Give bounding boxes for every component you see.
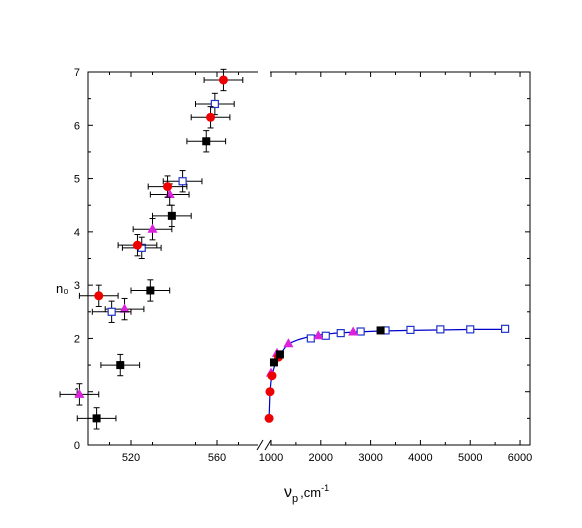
marker-circle: [132, 240, 142, 250]
curve-marker-square-open: [321, 331, 330, 340]
plot-border: [87, 71, 531, 446]
break-gap: [258, 439, 270, 451]
curve-marker-square-open: [436, 325, 445, 334]
marker-circle: [94, 291, 104, 301]
break-slash: [264, 439, 272, 451]
curve-marker-triangle: [313, 330, 324, 340]
x-axis-title-main: ν: [284, 484, 292, 501]
marker-square-filled: [92, 414, 101, 423]
curve-marker-triangle: [283, 338, 294, 348]
break-gap-top: [258, 66, 270, 78]
x-tick-label: 2000: [309, 452, 333, 464]
curve-marker-square-filled: [376, 326, 385, 335]
x-tick-label: 1000: [259, 452, 283, 464]
marker-triangle: [147, 223, 158, 233]
y-tick-label: 0: [74, 440, 80, 452]
break-slash: [256, 439, 264, 451]
data-point: [132, 218, 173, 241]
curve-marker-square-open: [356, 327, 365, 336]
y-axis-title: n₀: [56, 281, 69, 296]
marker-circle: [206, 112, 216, 122]
x-tick-label: 560: [208, 452, 226, 464]
data-point: [195, 92, 235, 116]
y-tick-label: 2: [74, 333, 80, 345]
x-tick-label: 520: [122, 452, 140, 464]
curve-marker-square-open: [406, 325, 415, 335]
x-axis-title-sup: -1: [321, 483, 329, 493]
x-axis-ticks: 520 560 1000 2000 3000 4000 5000 6000: [109, 72, 532, 464]
curve-marker-circle: [265, 387, 275, 397]
y-tick-label: 5: [74, 174, 80, 186]
y-tick-label: 4: [74, 227, 80, 239]
marker-circle: [218, 75, 228, 85]
data-point: [186, 130, 227, 153]
curve-marker-circle: [267, 371, 277, 381]
curve-marker-square-open: [466, 325, 475, 334]
marker-square-filled: [146, 286, 155, 295]
curve-marker-triangle: [348, 326, 359, 336]
data-point: [78, 284, 119, 307]
marker-triangle: [74, 388, 85, 398]
marker-square-filled: [116, 361, 125, 370]
curve-marker-square-filled: [275, 350, 284, 359]
data-points: [59, 68, 510, 430]
marker-square-open: [107, 307, 116, 316]
y-tick-label: 3: [74, 280, 80, 292]
marker-triangle: [119, 303, 130, 313]
y-tick-label: 6: [74, 120, 80, 132]
fit-curve: [268, 328, 506, 419]
plot-frame: [87, 71, 531, 446]
marker-square-open: [178, 177, 187, 186]
fit-curve-line: [268, 328, 506, 419]
y-tick-label: 1: [74, 387, 80, 399]
data-point: [76, 407, 117, 430]
x-tick-label: 3000: [358, 452, 382, 464]
data-point: [147, 175, 188, 198]
data-point: [152, 204, 192, 228]
marker-square-open: [210, 99, 219, 109]
axis-break-mark: [256, 66, 272, 451]
x-axis-title-sub: p: [292, 493, 298, 505]
data-point: [91, 300, 132, 323]
data-point: [162, 170, 203, 193]
data-point: [59, 383, 100, 406]
y-tick-label: 7: [74, 67, 80, 79]
marker-circle: [163, 182, 173, 192]
curve-marker-square-open: [336, 329, 345, 338]
curve-marker-square-open: [500, 324, 510, 333]
marker-triangle: [164, 189, 175, 199]
x-tick-label: 6000: [508, 452, 532, 464]
data-point: [203, 68, 244, 92]
data-point: [100, 353, 141, 377]
data-point: [121, 236, 162, 259]
x-tick-label: 5000: [458, 452, 482, 464]
curve-marker-square-filled: [269, 358, 278, 367]
marker-square-filled: [167, 211, 176, 220]
data-point: [117, 234, 158, 257]
x-axis-title: νp ,cm-1: [284, 483, 329, 505]
marker-square-filled: [202, 137, 211, 146]
data-point: [130, 279, 171, 302]
curve-marker-circle: [264, 413, 274, 423]
curve-marker-square-open: [306, 334, 315, 343]
data-point: [190, 106, 231, 129]
x-tick-label: 4000: [408, 452, 432, 464]
y-axis-ticks: 0 1 2 3 4 5 6 7: [74, 67, 530, 452]
x-axis-title-unit: ,cm: [300, 485, 321, 500]
